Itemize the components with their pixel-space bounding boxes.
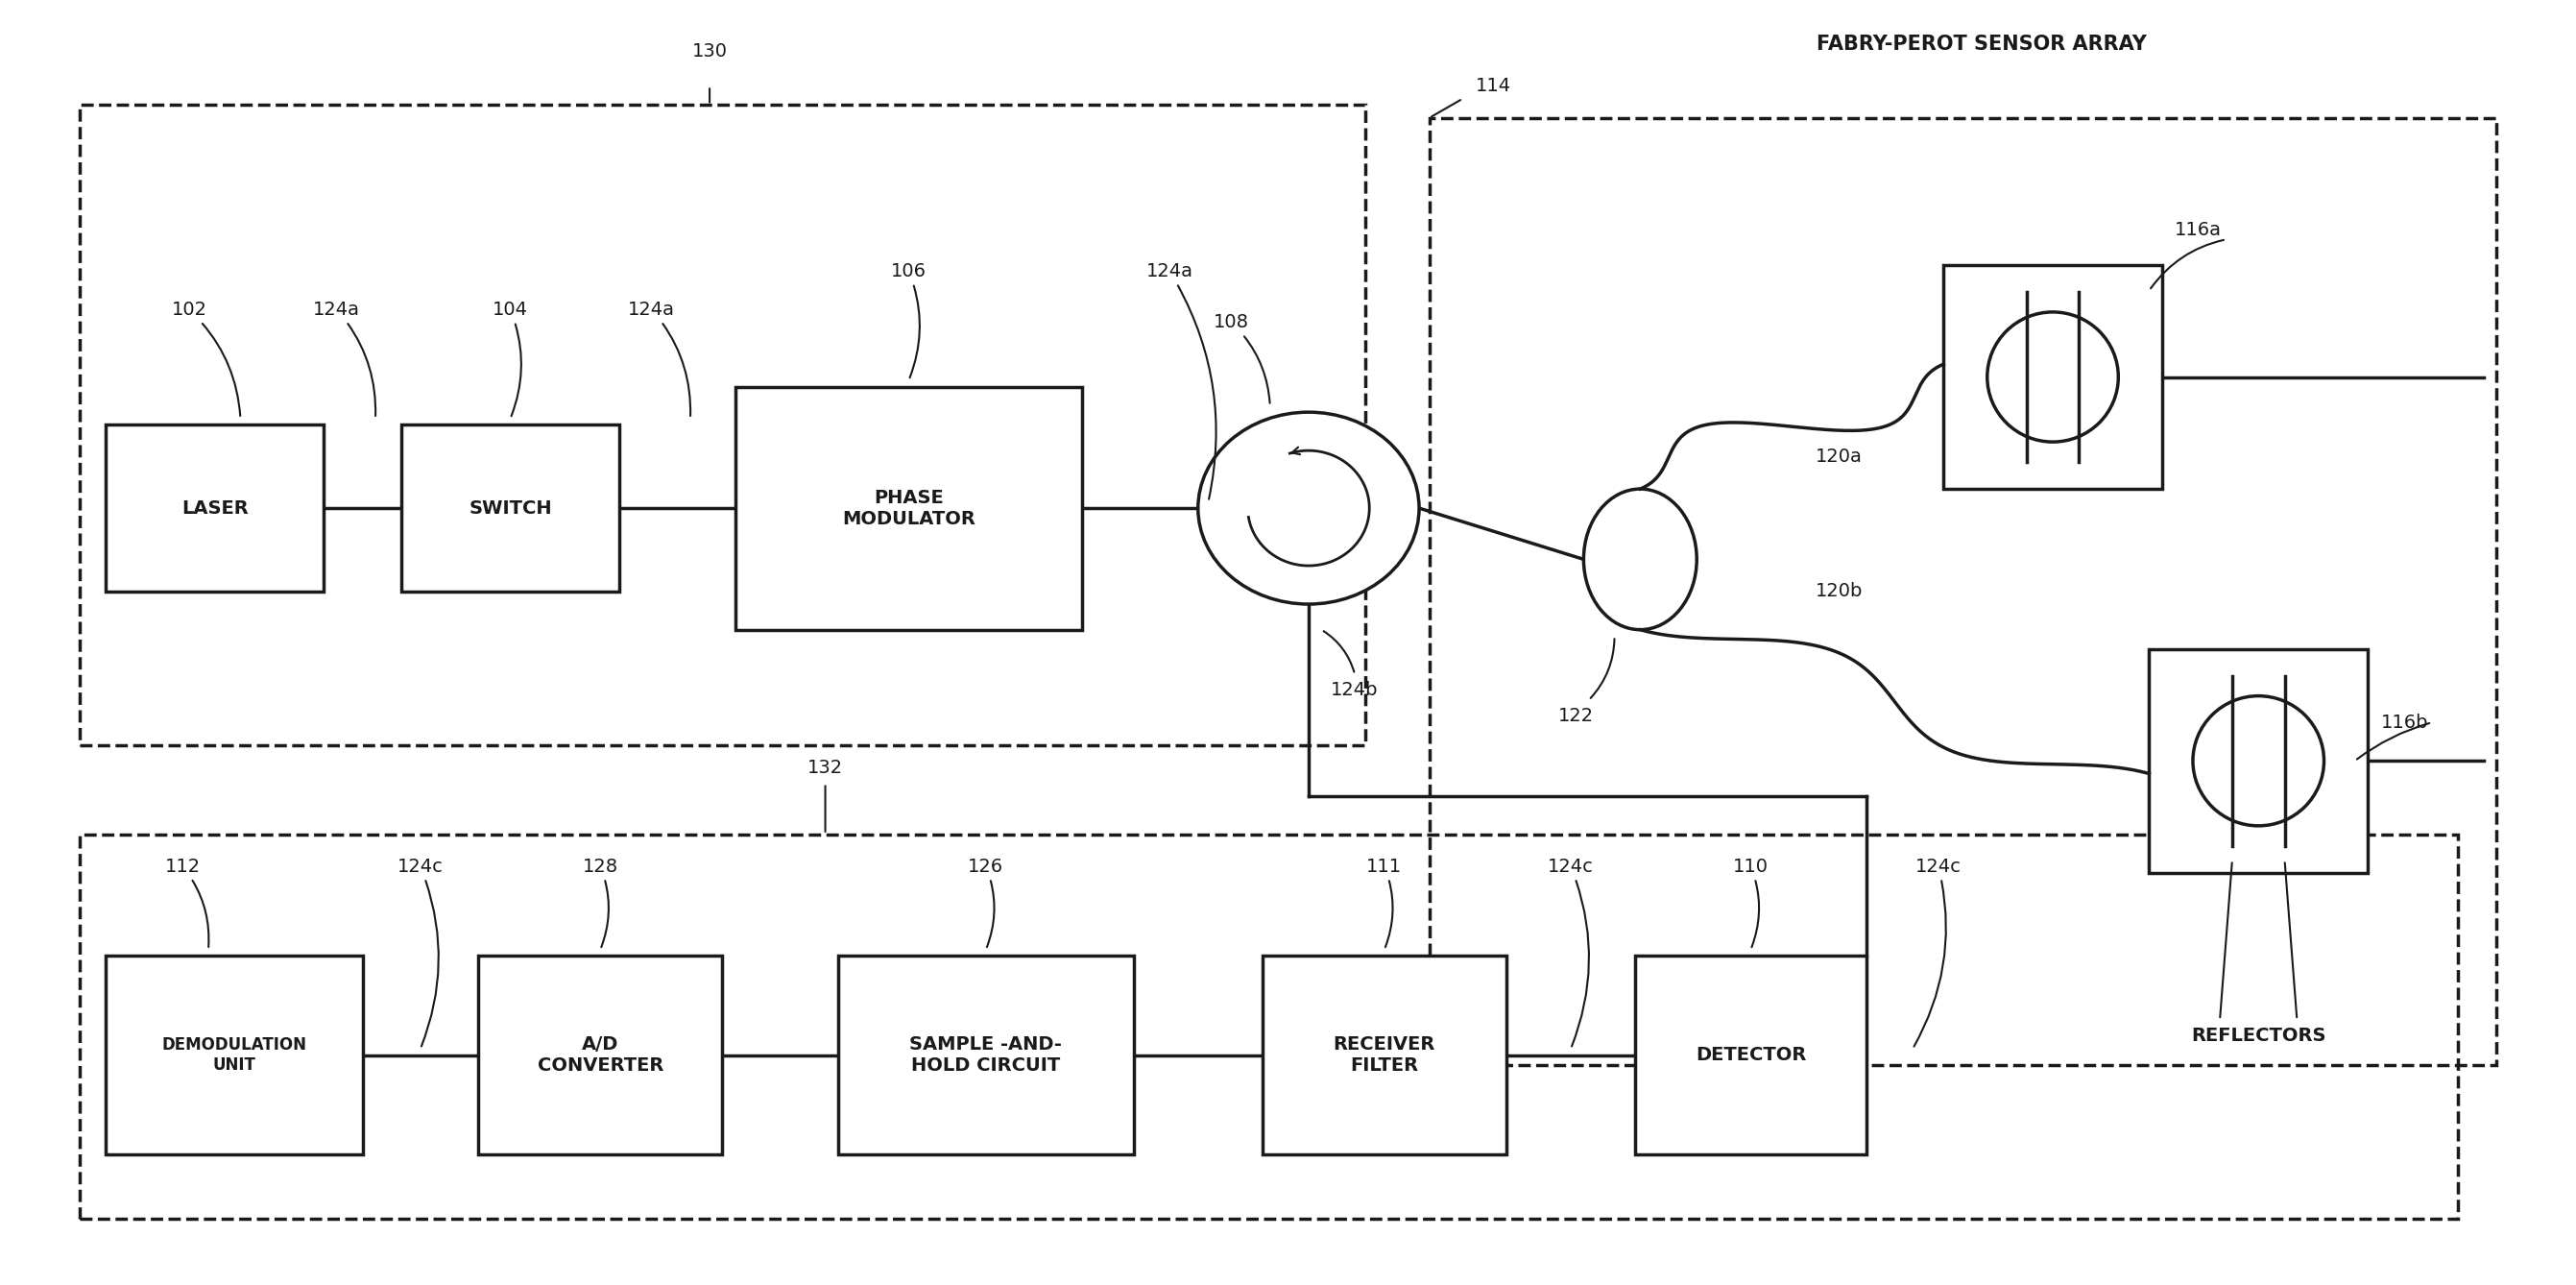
Text: 110: 110	[1734, 857, 1770, 947]
Text: 124a: 124a	[1146, 262, 1216, 499]
Bar	[106, 425, 325, 591]
Bar	[402, 425, 621, 591]
Ellipse shape	[2192, 696, 2324, 826]
Text: 120b: 120b	[1816, 582, 1862, 600]
Ellipse shape	[1198, 412, 1419, 604]
Text: SAMPLE -AND-
HOLD CIRCUIT: SAMPLE -AND- HOLD CIRCUIT	[909, 1036, 1061, 1074]
Text: DETECTOR: DETECTOR	[1695, 1046, 1806, 1064]
Bar	[1636, 956, 1868, 1154]
Text: RECEIVER
FILTER: RECEIVER FILTER	[1334, 1036, 1435, 1074]
Text: 130: 130	[693, 42, 726, 60]
Bar	[2148, 649, 2367, 873]
Text: LASER: LASER	[180, 499, 247, 518]
Text: REFLECTORS: REFLECTORS	[2192, 1027, 2326, 1045]
Bar	[80, 105, 1365, 745]
Text: 124a: 124a	[314, 301, 376, 416]
Text: 111: 111	[1368, 857, 1401, 947]
Text: 116a: 116a	[2174, 221, 2223, 239]
Text: PHASE
MODULATOR: PHASE MODULATOR	[842, 488, 976, 528]
Text: FABRY-PEROT SENSOR ARRAY: FABRY-PEROT SENSOR ARRAY	[1816, 35, 2148, 54]
Bar	[1942, 265, 2161, 488]
Text: 114: 114	[1476, 77, 1512, 95]
Text: 104: 104	[492, 301, 528, 416]
Bar	[1262, 956, 1507, 1154]
Text: 102: 102	[170, 301, 240, 416]
Ellipse shape	[1584, 488, 1698, 630]
Text: 132: 132	[806, 758, 842, 777]
Bar	[479, 956, 721, 1154]
Text: 128: 128	[582, 857, 618, 947]
Ellipse shape	[1986, 312, 2117, 442]
Text: SWITCH: SWITCH	[469, 499, 551, 518]
Bar	[837, 956, 1133, 1154]
Text: 120a: 120a	[1816, 448, 1862, 466]
Text: 106: 106	[891, 262, 927, 378]
Text: 112: 112	[165, 857, 209, 947]
Bar	[106, 956, 363, 1154]
Text: 124a: 124a	[629, 301, 690, 416]
Bar	[80, 834, 2458, 1218]
Text: 124c: 124c	[397, 857, 443, 1046]
Text: A/D
CONVERTER: A/D CONVERTER	[538, 1036, 665, 1074]
Text: 126: 126	[969, 857, 1005, 947]
Bar	[1430, 118, 2496, 1065]
Text: DEMODULATION
UNIT: DEMODULATION UNIT	[162, 1037, 307, 1074]
Text: 122: 122	[1558, 707, 1595, 725]
Text: 124c: 124c	[1548, 857, 1595, 1046]
Text: 108: 108	[1213, 314, 1270, 403]
Text: 116b: 116b	[2380, 713, 2429, 731]
Text: 124c: 124c	[1914, 857, 1960, 1046]
Bar	[734, 387, 1082, 630]
Text: 124b: 124b	[1332, 681, 1378, 699]
